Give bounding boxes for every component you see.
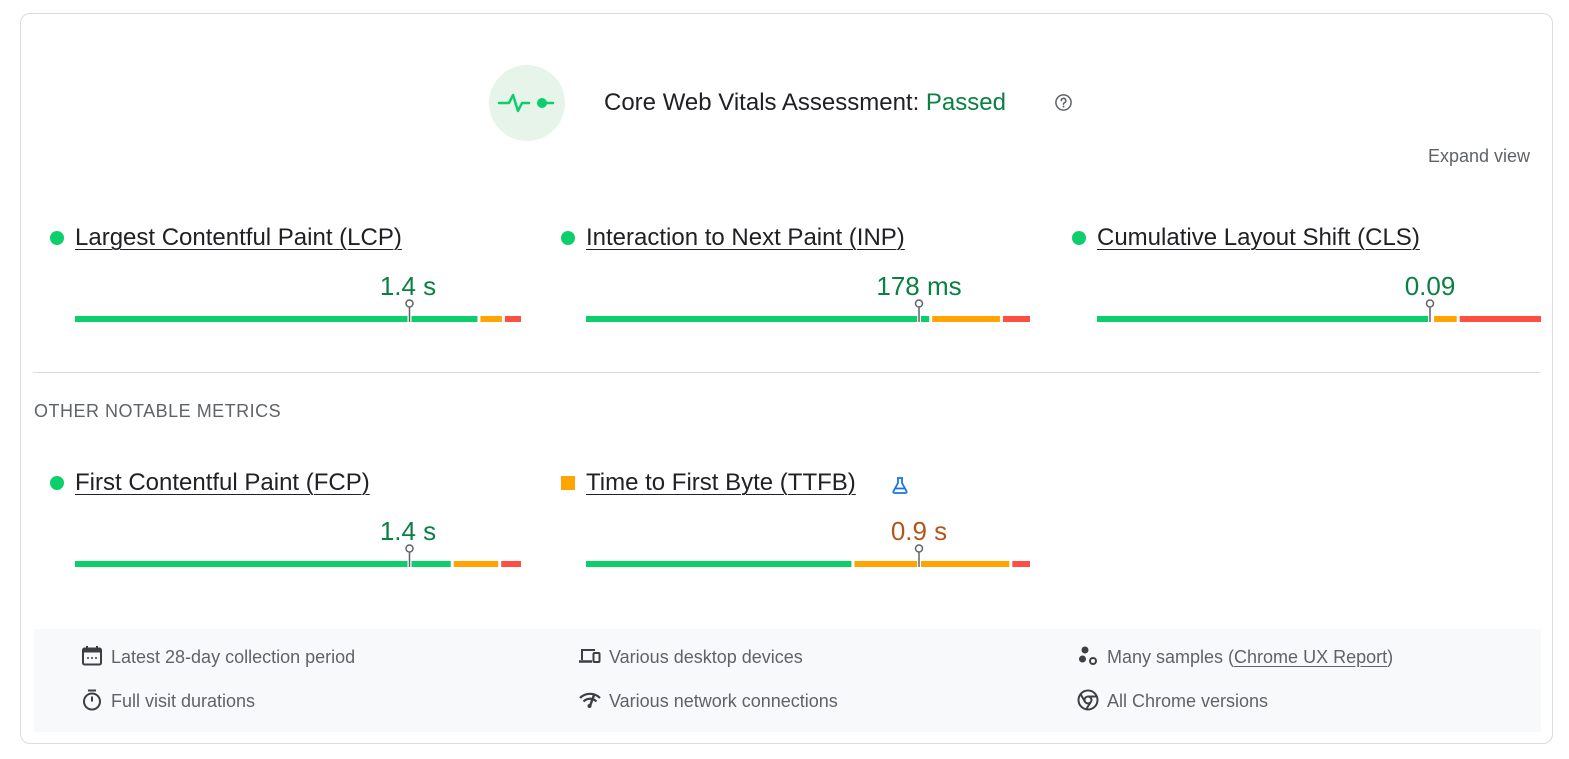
- chrome-versions-text: All Chrome versions: [1107, 691, 1269, 711]
- distribution-bar-ttfb: [586, 544, 1030, 567]
- bar-segment-poor: [1012, 561, 1030, 567]
- p75-marker-pin: [1425, 299, 1435, 308]
- metric-inp: Interaction to Next Paint (INP) 178 ms: [561, 222, 1031, 332]
- core-web-vitals-card: [20, 13, 1553, 744]
- bar-segment-good: [586, 561, 852, 567]
- bar-segment-good: [921, 316, 930, 322]
- metric-title-lcp[interactable]: Largest Contentful Paint (LCP): [75, 224, 402, 251]
- assessment-heading: Core Web Vitals Assessment: Passed: [604, 88, 1006, 118]
- bar-segment-needs-improvement: [1434, 316, 1457, 322]
- metric-title-ttfb[interactable]: Time to First Byte (TTFB): [586, 469, 856, 496]
- chrome-icon: [1077, 689, 1099, 711]
- bar-segment-good: [75, 561, 408, 567]
- bar-segment-good: [75, 316, 408, 322]
- bar-segment-good: [411, 316, 478, 322]
- metric-value-fcp: 1.4 s: [379, 516, 437, 546]
- good-status-dot: [50, 231, 64, 245]
- good-status-dot: [561, 231, 575, 245]
- devices-icon: [579, 649, 601, 663]
- visit-durations-text: Full visit durations: [111, 691, 256, 711]
- section-divider: [33, 372, 1541, 373]
- data-source-footer: Latest 28-day collection period Various …: [34, 629, 1541, 732]
- metric-ttfb: Time to First Byte (TTFB) 0.9 s: [561, 467, 1031, 577]
- distribution-bar-fcp: [75, 544, 521, 567]
- good-status-dot: [50, 476, 64, 490]
- bar-segment-needs-improvement: [453, 561, 499, 567]
- distribution-bar-inp: [586, 299, 1030, 322]
- metric-value-ttfb: 0.9 s: [890, 516, 948, 546]
- bar-segment-needs-improvement: [932, 316, 1000, 322]
- metric-title-inp[interactable]: Interaction to Next Paint (INP): [586, 224, 905, 251]
- stopwatch-icon: [83, 689, 101, 711]
- bar-segment-good: [411, 561, 451, 567]
- bar-segment-needs-improvement: [480, 316, 502, 322]
- metric-title-cls[interactable]: Cumulative Layout Shift (CLS): [1097, 224, 1420, 251]
- bar-segment-poor: [1002, 316, 1030, 322]
- experimental-flask-icon[interactable]: [890, 475, 910, 495]
- bubbles-icon: [1079, 646, 1097, 665]
- distribution-bar-cls: [1097, 299, 1541, 322]
- p75-marker-pin: [914, 544, 924, 553]
- network-text: Various network connections: [609, 691, 838, 711]
- assessment-label: Core Web Vitals Assessment:: [604, 89, 920, 116]
- distribution-bar-lcp: [75, 299, 521, 322]
- expand-view-link[interactable]: Expand view: [1427, 146, 1530, 166]
- other-metrics-heading: OTHER NOTABLE METRICS: [34, 401, 282, 421]
- assessment-badge: [489, 65, 565, 141]
- metric-value-cls: 0.09: [1404, 271, 1456, 301]
- bar-segment-needs-improvement: [854, 561, 917, 567]
- metric-fcp: First Contentful Paint (FCP) 1.4 s: [50, 467, 521, 577]
- good-status-dot: [1072, 231, 1086, 245]
- assessment-status: Passed: [925, 89, 1006, 116]
- bar-segment-poor: [1459, 316, 1541, 322]
- bar-segment-good: [586, 316, 917, 322]
- collection-period-text: Latest 28-day collection period: [111, 647, 356, 667]
- samples-prefix: Many samples (: [1107, 647, 1235, 667]
- network-icon: [579, 692, 601, 708]
- p75-marker-pin: [914, 299, 924, 308]
- chrome-ux-report-link[interactable]: Chrome UX Report: [1234, 647, 1388, 667]
- samples-text: Many samples (Chrome UX Report): [1107, 645, 1393, 669]
- bar-segment-good: [1097, 316, 1428, 322]
- p75-marker-pin: [405, 299, 414, 308]
- bar-segment-poor: [504, 316, 521, 322]
- metric-cls: Cumulative Layout Shift (CLS) 0.09: [1072, 222, 1542, 332]
- p75-marker-pin: [405, 544, 414, 553]
- bar-segment-needs-improvement: [921, 561, 1010, 567]
- help-circle-icon[interactable]: [1054, 93, 1073, 112]
- needs-improvement-status-square: [561, 476, 575, 490]
- metric-value-inp: 178 ms: [876, 271, 962, 301]
- calendar-icon: [82, 646, 102, 666]
- samples-suffix: ): [1387, 647, 1394, 667]
- pulse-icon: [497, 93, 555, 113]
- metric-lcp: Largest Contentful Paint (LCP) 1.4 s: [50, 222, 521, 332]
- metric-value-lcp: 1.4 s: [379, 271, 437, 301]
- metric-title-fcp[interactable]: First Contentful Paint (FCP): [75, 469, 370, 496]
- bar-segment-poor: [501, 561, 521, 567]
- devices-text: Various desktop devices: [609, 647, 803, 667]
